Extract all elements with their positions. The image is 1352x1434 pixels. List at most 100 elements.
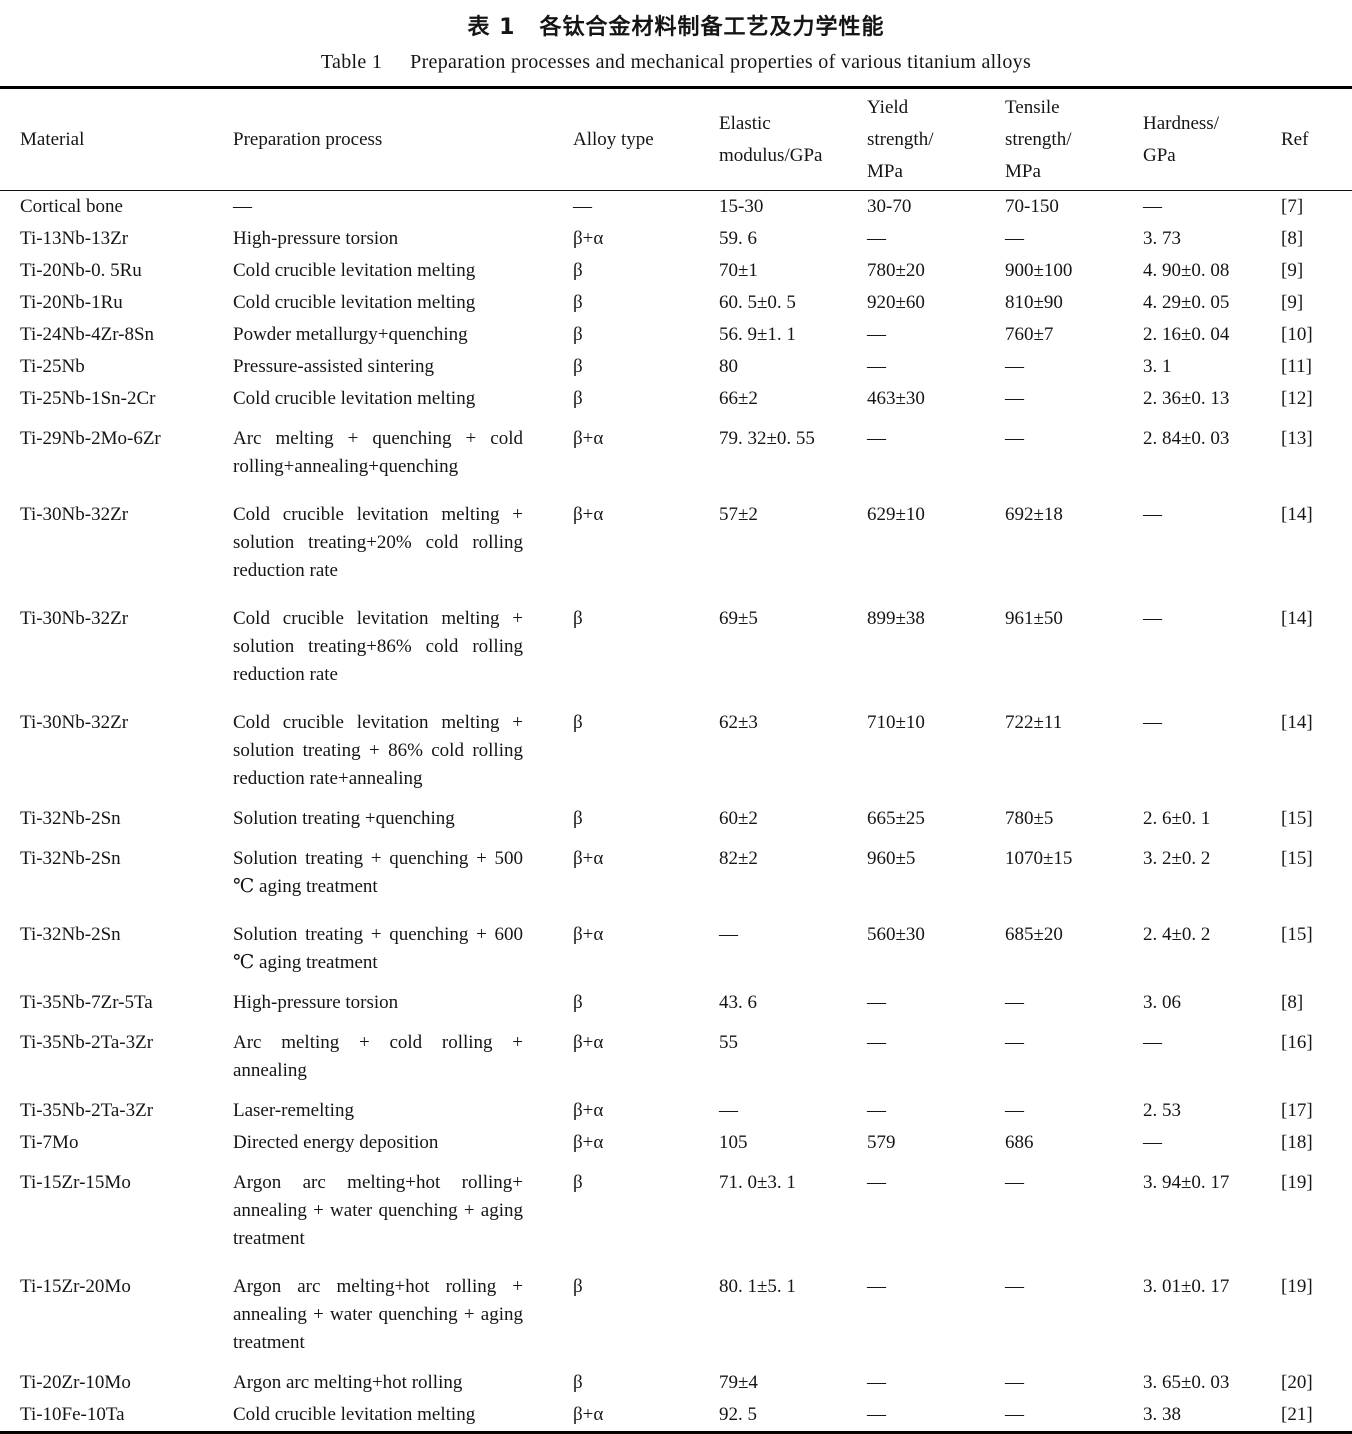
cell-hardness: 3. 2±0. 2 [1143,848,1211,869]
cell-ref: [9] [1281,292,1304,313]
cell-yield: 780±20 [867,260,925,281]
cell-ref: [8] [1281,228,1304,249]
cell-material: Ti-13Nb-13Zr [20,228,129,249]
process-text: High-pressure torsion [233,992,399,1013]
table-row: Ti-30Nb-32Zr Cold crucible levitation mel… [0,699,1352,803]
cell-yield: — [867,992,886,1013]
cell-ref: [16] [1281,1032,1313,1053]
column-header-tensile: Tensile strength/MPa [1005,96,1072,182]
table-row: Ti-32Nb-2Sn Solution treating + quenching… [0,835,1352,911]
cell-ref: [18] [1281,1132,1313,1153]
cell-elastic: 15-30 [719,196,764,217]
cell-alloy: β+α [573,1132,604,1153]
cell-tensile: 692±18 [1005,504,1063,525]
cell-tensile: — [1005,1372,1024,1393]
cell-hardness: 2. 6±0. 1 [1143,808,1211,829]
cell-hardness: 3. 01±0. 17 [1143,1276,1230,1297]
cell-process: Cold crucible levitation melting + solut… [213,491,553,595]
cell-elastic: 71. 0±3. 1 [719,1172,796,1193]
cell-tensile: 900±100 [1005,260,1073,281]
table-title-english-text: Preparation processes and mechanical pro… [410,51,1032,73]
cell-hardness: 2. 84±0. 03 [1143,428,1230,449]
cell-hardness: — [1143,1032,1162,1053]
process-text: Cold crucible levitation melting [233,1404,476,1425]
cell-process: Laser-remelting [213,1095,553,1127]
cell-alloy: β+α [573,1032,604,1053]
cell-process: Directed energy deposition [213,1127,553,1159]
cell-alloy: β+α [573,228,604,249]
cell-alloy: β [573,388,583,409]
cell-elastic: 92. 5 [719,1404,757,1425]
cell-hardness: — [1143,608,1162,629]
cell-ref: [15] [1281,924,1313,945]
cell-process: Solution treating +quenching [213,803,553,835]
table-row: Ti-25Nb Pressure-assisted sintering β 80 — — 3… [0,351,1352,383]
cell-tensile: 810±90 [1005,292,1063,313]
cell-tensile: — [1005,1172,1024,1193]
cell-material: Ti-25Nb-1Sn-2Cr [20,388,156,409]
cell-material: Ti-30Nb-32Zr [20,608,129,629]
properties-table: Material Preparation process Alloy type Ela… [0,86,1352,1434]
cell-yield: — [867,1032,886,1053]
cell-hardness: 2. 53 [1143,1100,1181,1121]
cell-material: Ti-15Zr-20Mo [20,1276,131,1297]
cell-elastic: 105 [719,1132,748,1153]
cell-elastic: 80 [719,356,738,377]
cell-ref: [17] [1281,1100,1313,1121]
cell-yield: — [867,324,886,345]
cell-tensile: — [1005,228,1024,249]
cell-ref: [15] [1281,808,1313,829]
table-title-chinese: 表 1 各钛合金材料制备工艺及力学性能 [0,0,1352,41]
cell-yield: 920±60 [867,292,925,313]
table-row: Ti-35Nb-2Ta-3Zr Laser-remelting β+α — — — 2. 5… [0,1095,1352,1127]
cell-hardness: 3. 1 [1143,356,1172,377]
cell-elastic: 60±2 [719,808,758,829]
cell-ref: [11] [1281,356,1312,377]
table-body: Cortical bone — — 15-30 30-70 70-150 — [7] Ti-13… [0,191,1352,1433]
header-row: Material Preparation process Alloy type Ela… [0,88,1352,191]
cell-ref: [14] [1281,608,1313,629]
process-text: Solution treating + quenching + 600 ℃ ag… [233,924,523,973]
cell-ref: [19] [1281,1276,1313,1297]
cell-process: Cold crucible levitation melting + solut… [213,595,553,699]
table-row: Cortical bone — — 15-30 30-70 70-150 — [7] [0,191,1352,224]
cell-elastic: 79. 32±0. 55 [719,428,815,449]
cell-material: Ti-32Nb-2Sn [20,848,121,869]
cell-alloy: β [573,324,583,345]
cell-material: Ti-24Nb-4Zr-8Sn [20,324,155,345]
cell-tensile: — [1005,1276,1024,1297]
cell-alloy: — [573,196,592,217]
cell-process: High-pressure torsion [213,987,553,1019]
table-row: Ti-15Zr-15Mo Argon arc melting+hot rollin… [0,1159,1352,1263]
cell-process: Powder metallurgy+quenching [213,319,553,351]
cell-elastic: 59. 6 [719,228,757,249]
cell-yield: — [867,356,886,377]
column-header-elastic: Elastic modulus/GPa [719,112,823,166]
cell-hardness: — [1143,196,1162,217]
cell-yield: — [867,1404,886,1425]
table-row: Ti-30Nb-32Zr Cold crucible levitation mel… [0,491,1352,595]
column-header-ref: Ref [1281,128,1309,150]
cell-material: Ti-35Nb-7Zr-5Ta [20,992,153,1013]
cell-material: Ti-20Zr-10Mo [20,1372,131,1393]
cell-elastic: 69±5 [719,608,758,629]
cell-alloy: β+α [573,1100,604,1121]
table-title-english-label: Table 1 [320,51,383,73]
cell-yield: — [867,1100,886,1121]
process-text: Argon arc melting+hot rolling + annealin… [233,1276,523,1353]
table-row: Ti-30Nb-32Zr Cold crucible levitation mel… [0,595,1352,699]
cell-tensile: 685±20 [1005,924,1063,945]
cell-tensile: — [1005,1032,1024,1053]
cell-ref: [19] [1281,1172,1313,1193]
cell-process: Cold crucible levitation melting [213,383,553,415]
cell-process: — [213,191,553,224]
table-row: Ti-32Nb-2Sn Solution treating +quenching β… [0,803,1352,835]
cell-material: Ti-35Nb-2Ta-3Zr [20,1032,154,1053]
cell-alloy: β [573,712,583,733]
cell-process: Solution treating + quenching + 600 ℃ ag… [213,911,553,987]
cell-alloy: β [573,608,583,629]
cell-hardness: — [1143,1132,1162,1153]
cell-yield: 463±30 [867,388,925,409]
cell-tensile: 961±50 [1005,608,1063,629]
